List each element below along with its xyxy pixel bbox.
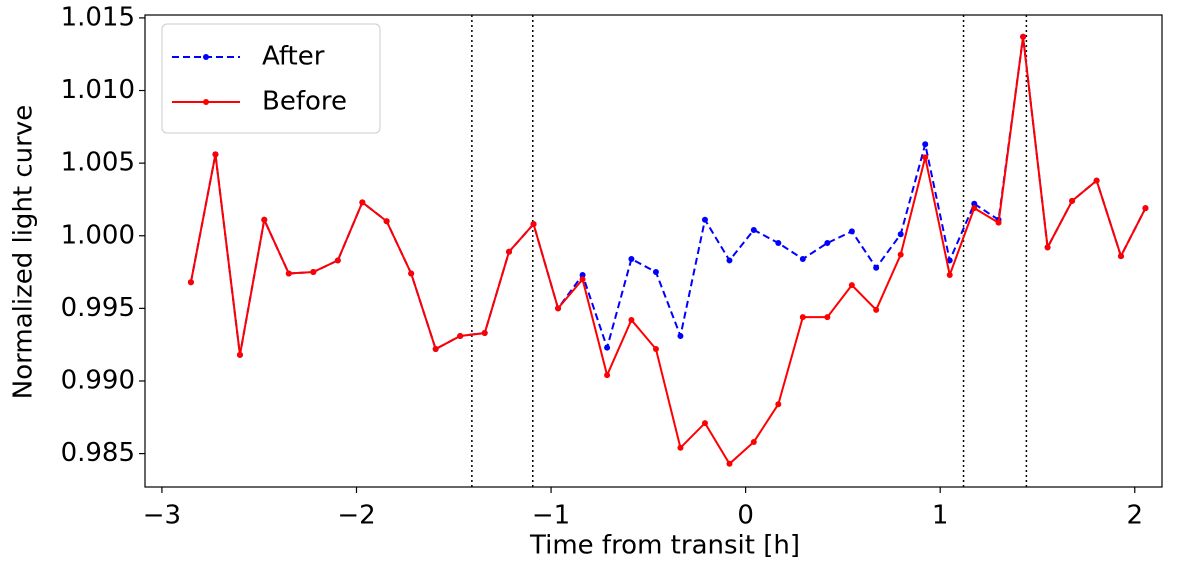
data-point xyxy=(579,276,586,283)
data-point xyxy=(1020,33,1027,40)
data-point xyxy=(946,271,953,278)
x-tick-label: −2 xyxy=(337,501,375,531)
legend-marker xyxy=(203,99,209,105)
data-point xyxy=(506,248,513,255)
data-point xyxy=(824,314,831,321)
data-point xyxy=(628,316,635,323)
data-point xyxy=(236,351,243,358)
data-point xyxy=(652,269,659,276)
data-point xyxy=(628,255,635,262)
data-point xyxy=(799,255,806,262)
data-point xyxy=(799,314,806,321)
data-point xyxy=(334,257,341,264)
data-point xyxy=(212,151,219,158)
data-point xyxy=(432,346,439,353)
data-point xyxy=(310,269,317,276)
data-point xyxy=(726,257,733,264)
data-point xyxy=(946,257,953,264)
y-tick-label: 0.985 xyxy=(61,438,135,468)
y-tick-label: 0.990 xyxy=(61,365,135,395)
data-point xyxy=(701,216,708,223)
data-point xyxy=(750,438,757,445)
data-point xyxy=(1044,244,1051,251)
data-point xyxy=(701,420,708,427)
x-tick-label: 1 xyxy=(932,501,949,531)
plot-frame xyxy=(144,14,1163,488)
data-point xyxy=(971,205,978,212)
x-tick-label: −3 xyxy=(143,501,181,531)
data-point xyxy=(1117,253,1124,260)
data-point xyxy=(897,231,904,238)
data-point xyxy=(775,401,782,408)
data-point xyxy=(971,200,978,207)
data-point xyxy=(285,270,292,277)
data-point xyxy=(383,218,390,225)
data-point xyxy=(359,199,366,206)
series-line xyxy=(189,36,1147,466)
legend-label: Before xyxy=(262,87,347,117)
data-point xyxy=(1093,177,1100,184)
data-point xyxy=(824,240,831,247)
legend-box xyxy=(161,23,381,134)
data-point xyxy=(848,228,855,235)
data-point xyxy=(604,344,611,351)
data-point xyxy=(873,264,880,271)
data-point xyxy=(555,305,562,312)
data-point xyxy=(261,216,268,223)
data-point xyxy=(530,221,537,228)
data-point xyxy=(897,251,904,258)
data-point xyxy=(726,460,733,467)
y-axis-label: Normalized light curve xyxy=(9,105,39,399)
legend-marker xyxy=(203,54,209,60)
x-tick-label: −1 xyxy=(532,501,570,531)
data-point xyxy=(652,346,659,353)
x-axis-label: Time from transit [h] xyxy=(529,531,800,561)
data-point xyxy=(873,306,880,313)
data-point xyxy=(604,372,611,379)
data-point xyxy=(677,444,684,451)
data-point xyxy=(408,270,415,277)
data-point xyxy=(481,330,488,337)
data-point xyxy=(187,279,194,286)
data-point xyxy=(677,332,684,339)
data-point xyxy=(922,154,929,161)
data-point xyxy=(775,240,782,247)
y-tick-label: 1.005 xyxy=(61,148,135,178)
data-point xyxy=(1142,205,1149,212)
x-tick-label: 2 xyxy=(1126,501,1143,531)
legend-label: After xyxy=(262,42,325,72)
y-tick-label: 0.995 xyxy=(61,293,135,323)
data-point xyxy=(995,219,1002,226)
data-point xyxy=(750,226,757,233)
y-tick-label: 1.015 xyxy=(61,2,135,32)
data-point xyxy=(457,332,464,339)
data-point xyxy=(1069,197,1076,204)
data-point xyxy=(579,271,586,278)
y-tick-label: 1.000 xyxy=(61,220,135,250)
data-point xyxy=(922,141,929,148)
data-point xyxy=(848,282,855,289)
x-tick-label: 0 xyxy=(737,501,754,531)
y-tick-label: 1.010 xyxy=(61,75,135,105)
